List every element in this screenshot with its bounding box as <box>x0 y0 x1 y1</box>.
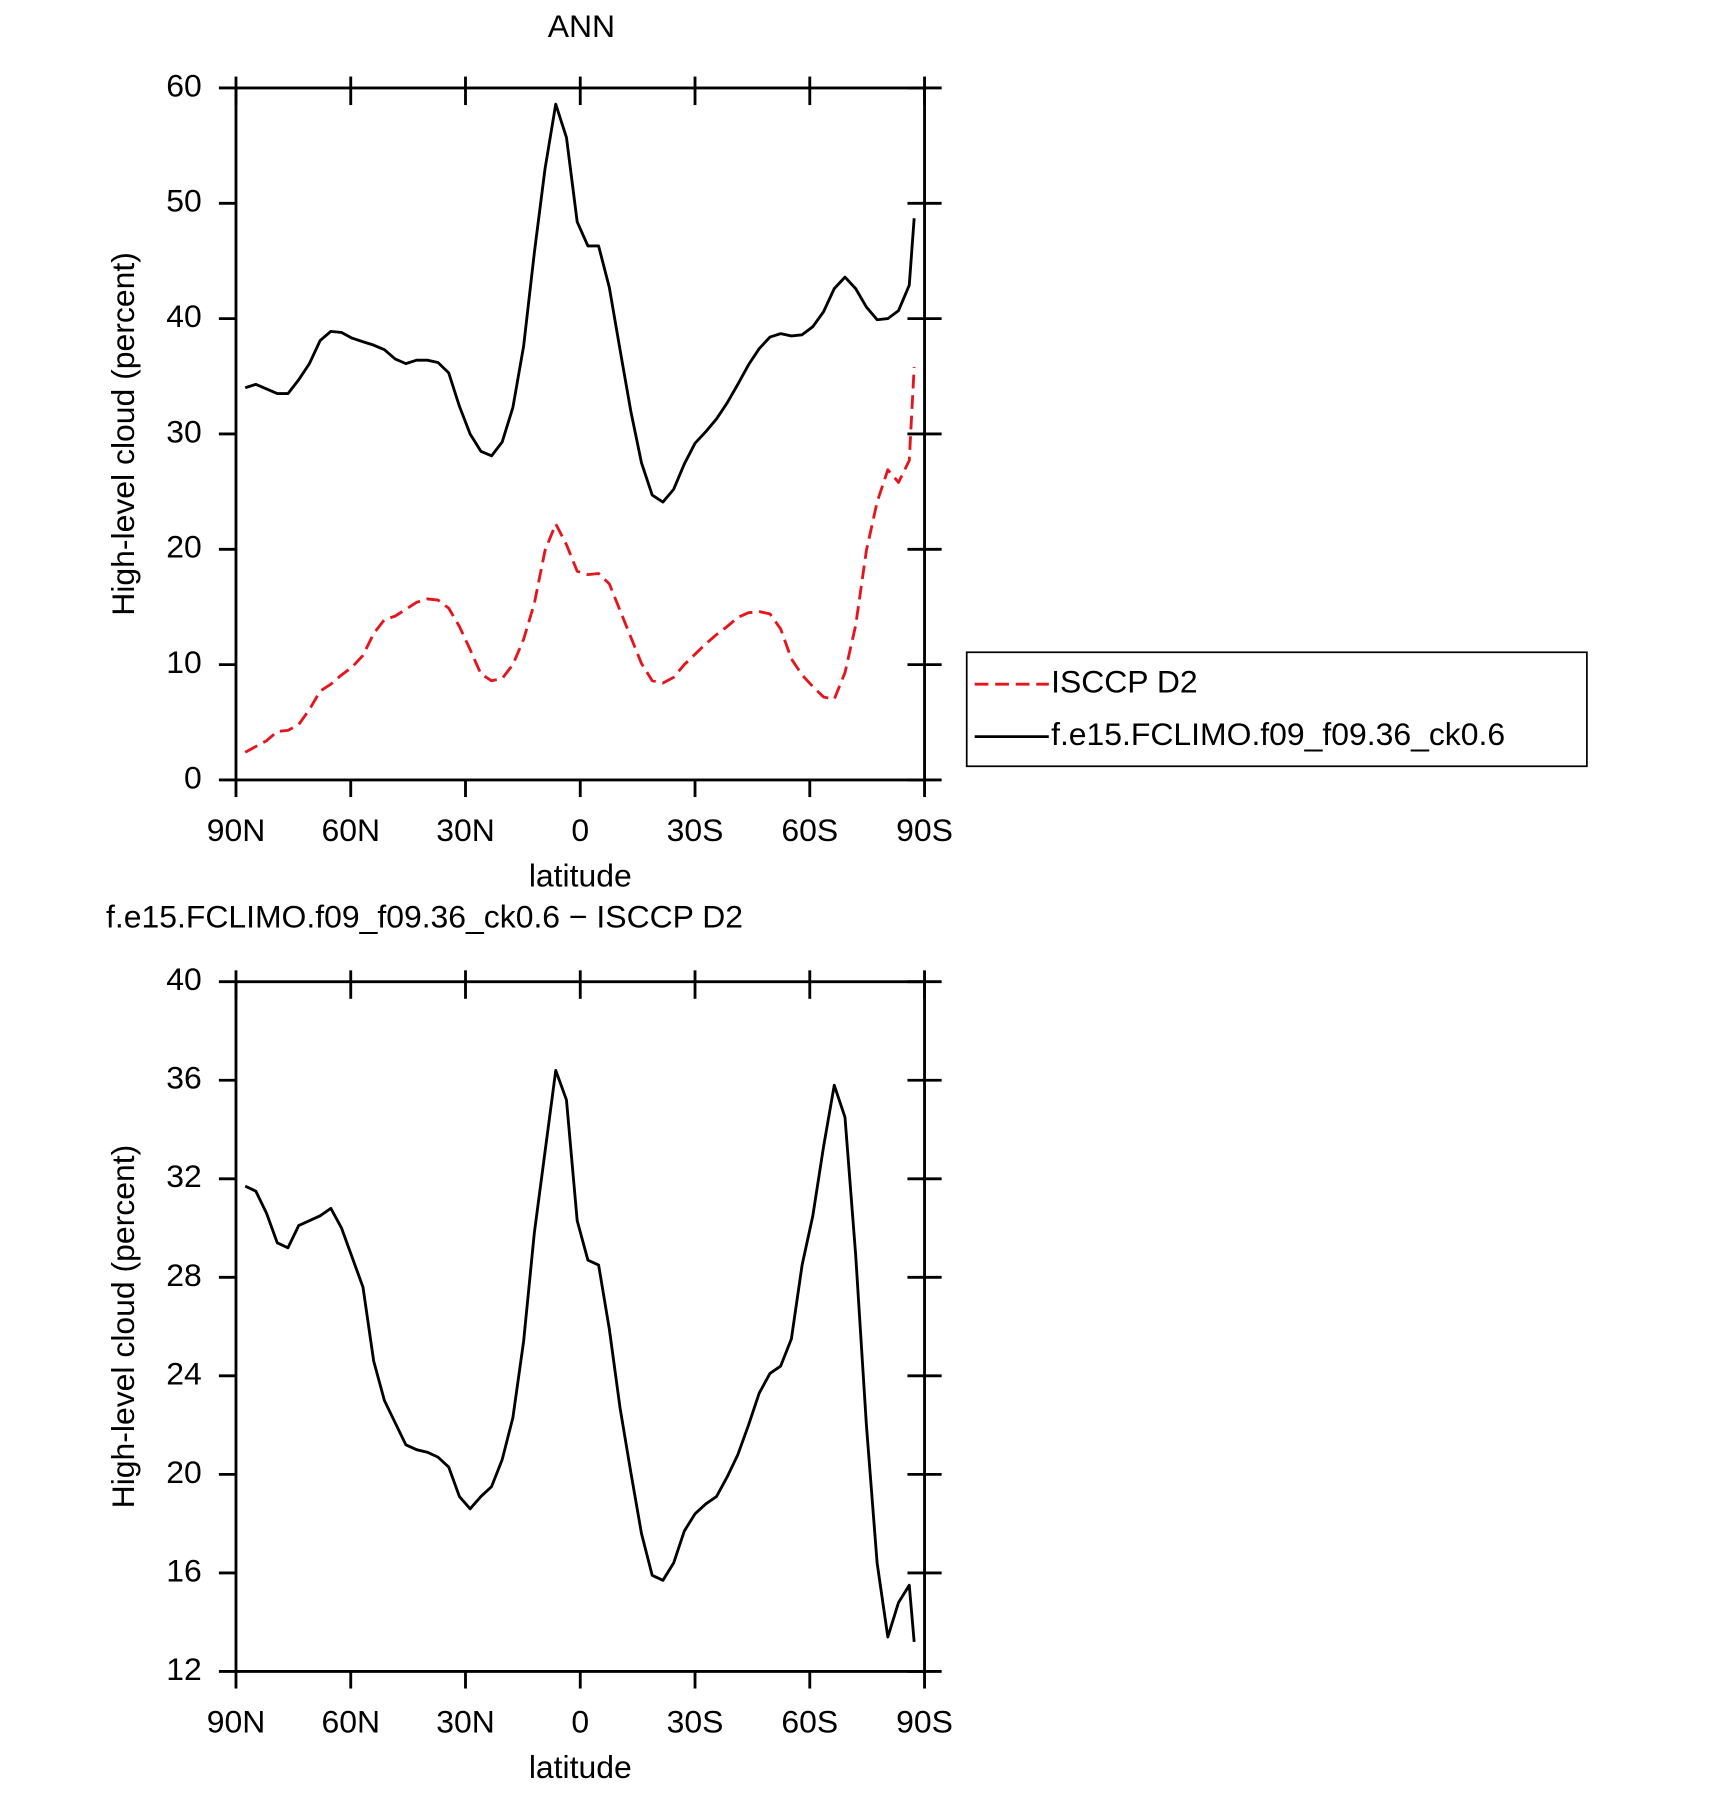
y-tick-label: 60 <box>166 67 202 103</box>
x-tick-label: 60S <box>781 1703 838 1739</box>
plot-frame <box>234 86 926 782</box>
y-tick-label: 32 <box>166 1158 202 1194</box>
x-tick-label: 0 <box>571 1703 589 1739</box>
x-tick-label: 30N <box>436 812 495 848</box>
y-tick-label: 40 <box>166 298 202 334</box>
x-tick-label: 60N <box>321 812 380 848</box>
y-tick-label: 40 <box>166 961 202 997</box>
x-tick-label: 90S <box>896 1703 953 1739</box>
y-tick-label: 0 <box>184 759 202 795</box>
y-tick-label: 50 <box>166 183 202 219</box>
plot: ANN latitude High-level cloud (percent) 0 10… <box>105 8 1588 893</box>
legend-label: f.e15.FCLIMO.f09_f09.36_ck0.6 <box>1051 716 1505 752</box>
y-tick-label: 10 <box>166 644 202 680</box>
x-tick-label: 30S <box>667 1703 724 1739</box>
x-axis-label: latitude <box>529 857 632 893</box>
x-tick-label: 60S <box>781 812 838 848</box>
series-line <box>244 366 916 754</box>
y-axis-label: High-level cloud (percent) <box>105 1145 141 1509</box>
x-tick-label: 0 <box>571 812 589 848</box>
x-tick-label: 90S <box>896 812 953 848</box>
x-tick-label: 60N <box>321 1703 380 1739</box>
x-tick-label: 30S <box>667 812 724 848</box>
y-tick-label: 12 <box>166 1651 202 1687</box>
y-tick-label: 16 <box>166 1552 202 1588</box>
series-line <box>244 1068 916 1643</box>
y-tick-label: 28 <box>166 1257 202 1293</box>
series-line <box>244 102 916 504</box>
y-tick-label: 20 <box>166 529 202 565</box>
chart-title: ANN <box>548 8 615 44</box>
x-axis-label: latitude <box>529 1749 632 1785</box>
y-tick-label: 20 <box>166 1454 202 1490</box>
y-tick-label: 36 <box>166 1060 202 1096</box>
y-tick-label: 30 <box>166 413 202 449</box>
y-tick-label: 24 <box>166 1355 202 1391</box>
legend-box <box>965 651 1588 768</box>
x-tick-label: 90N <box>207 1703 266 1739</box>
x-tick-label: 90N <box>207 812 266 848</box>
plot: f.e15.FCLIMO.f09_f09.36_ck0.6 − ISCCP D2… <box>105 898 953 1784</box>
x-tick-label: 30N <box>436 1703 495 1739</box>
legend-label: ISCCP D2 <box>1051 664 1198 700</box>
chart-title: f.e15.FCLIMO.f09_f09.36_ck0.6 − ISCCP D2 <box>106 898 743 934</box>
y-axis-label: High-level cloud (percent) <box>105 252 141 616</box>
plot-frame <box>234 980 926 1673</box>
